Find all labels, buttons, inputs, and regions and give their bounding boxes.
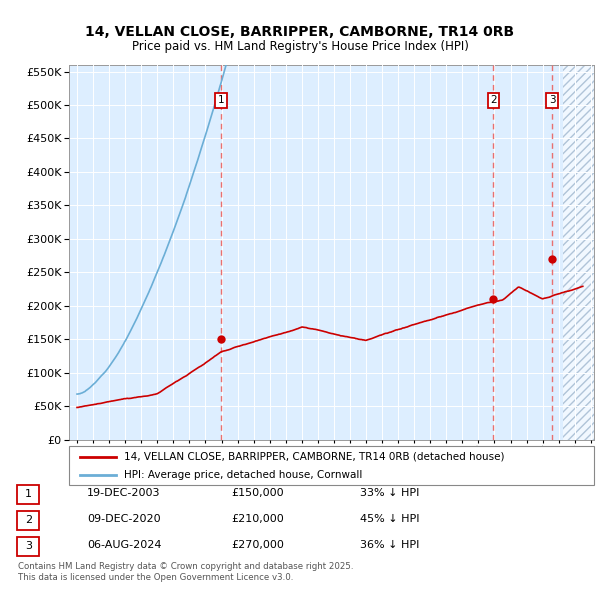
Text: 2: 2 bbox=[490, 96, 497, 106]
Text: 2: 2 bbox=[25, 516, 32, 525]
Text: 33% ↓ HPI: 33% ↓ HPI bbox=[360, 489, 419, 498]
Text: 06-AUG-2024: 06-AUG-2024 bbox=[87, 540, 161, 550]
FancyBboxPatch shape bbox=[17, 485, 39, 504]
FancyBboxPatch shape bbox=[69, 446, 594, 485]
Text: 09-DEC-2020: 09-DEC-2020 bbox=[87, 514, 161, 524]
Text: 1: 1 bbox=[218, 96, 224, 106]
Text: HPI: Average price, detached house, Cornwall: HPI: Average price, detached house, Corn… bbox=[124, 470, 362, 480]
Text: Price paid vs. HM Land Registry's House Price Index (HPI): Price paid vs. HM Land Registry's House … bbox=[131, 40, 469, 53]
Text: 1: 1 bbox=[25, 490, 32, 499]
Text: 14, VELLAN CLOSE, BARRIPPER, CAMBORNE, TR14 0RB (detached house): 14, VELLAN CLOSE, BARRIPPER, CAMBORNE, T… bbox=[124, 451, 505, 461]
Text: £150,000: £150,000 bbox=[231, 489, 284, 498]
Text: Contains HM Land Registry data © Crown copyright and database right 2025.
This d: Contains HM Land Registry data © Crown c… bbox=[18, 562, 353, 582]
Text: 36% ↓ HPI: 36% ↓ HPI bbox=[360, 540, 419, 550]
Text: 3: 3 bbox=[549, 96, 556, 106]
Bar bbox=[563, 65, 594, 440]
Bar bbox=[563, 65, 594, 440]
Text: 45% ↓ HPI: 45% ↓ HPI bbox=[360, 514, 419, 524]
Text: 3: 3 bbox=[25, 542, 32, 551]
Text: 19-DEC-2003: 19-DEC-2003 bbox=[87, 489, 161, 498]
FancyBboxPatch shape bbox=[17, 511, 39, 530]
Text: £210,000: £210,000 bbox=[231, 514, 284, 524]
Text: £270,000: £270,000 bbox=[231, 540, 284, 550]
Text: 14, VELLAN CLOSE, BARRIPPER, CAMBORNE, TR14 0RB: 14, VELLAN CLOSE, BARRIPPER, CAMBORNE, T… bbox=[85, 25, 515, 40]
FancyBboxPatch shape bbox=[17, 537, 39, 556]
